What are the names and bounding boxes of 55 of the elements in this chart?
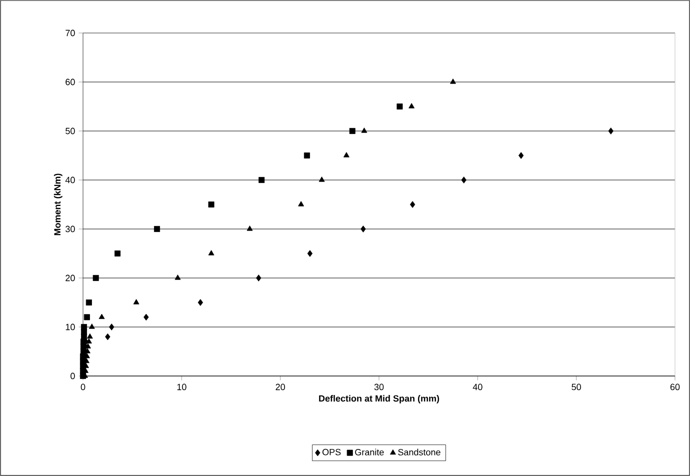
point bbox=[86, 299, 92, 306]
point bbox=[298, 201, 304, 206]
point bbox=[461, 176, 466, 184]
x-tick-label: 50 bbox=[572, 384, 581, 390]
point bbox=[410, 201, 416, 208]
x-tick-label: 0 bbox=[80, 384, 86, 390]
point bbox=[361, 128, 368, 133]
point bbox=[92, 274, 99, 281]
point bbox=[304, 152, 310, 158]
y-tick-label: 40 bbox=[65, 176, 75, 184]
point bbox=[208, 201, 214, 208]
point bbox=[105, 333, 110, 340]
point bbox=[256, 274, 262, 282]
point bbox=[246, 226, 253, 231]
y-tick-label: 0 bbox=[70, 372, 75, 380]
x-tick-label: 60 bbox=[670, 384, 680, 390]
point bbox=[114, 250, 121, 256]
point bbox=[84, 314, 90, 320]
point bbox=[86, 333, 93, 339]
y-tick-label: 70 bbox=[66, 30, 75, 36]
point bbox=[518, 152, 524, 159]
point bbox=[80, 324, 87, 330]
point bbox=[450, 78, 456, 84]
point bbox=[307, 250, 313, 257]
x-tick-label: 40 bbox=[472, 384, 482, 390]
point bbox=[343, 152, 350, 158]
point bbox=[144, 314, 149, 321]
point bbox=[109, 324, 114, 330]
x-tick-label: 20 bbox=[276, 384, 285, 390]
point bbox=[360, 226, 366, 232]
point bbox=[133, 299, 140, 304]
y-tick-label: 20 bbox=[66, 274, 75, 282]
legend-label: Sandstone bbox=[398, 448, 440, 456]
point bbox=[88, 324, 95, 329]
point bbox=[198, 299, 204, 306]
point bbox=[396, 103, 403, 110]
x-axis-title: Deflection at Mid Span (mm) bbox=[319, 395, 440, 404]
legend-label: OPS bbox=[322, 448, 341, 456]
y-axis-title: Moment (kNm) bbox=[54, 174, 62, 236]
point bbox=[208, 250, 214, 256]
point bbox=[98, 314, 105, 319]
y-tick-label: 10 bbox=[66, 324, 75, 330]
y-tick-label: 60 bbox=[66, 78, 75, 86]
x-tick-label: 10 bbox=[177, 384, 186, 390]
y-tick-label: 30 bbox=[66, 226, 75, 232]
point bbox=[154, 226, 160, 232]
legend-label: Granite bbox=[355, 448, 384, 456]
point bbox=[318, 176, 325, 182]
y-tick-label: 50 bbox=[66, 128, 75, 134]
point bbox=[608, 128, 614, 134]
point bbox=[349, 128, 356, 134]
point bbox=[258, 176, 265, 183]
x-tick-label: 30 bbox=[374, 384, 384, 390]
point bbox=[408, 103, 415, 108]
point bbox=[174, 274, 181, 280]
